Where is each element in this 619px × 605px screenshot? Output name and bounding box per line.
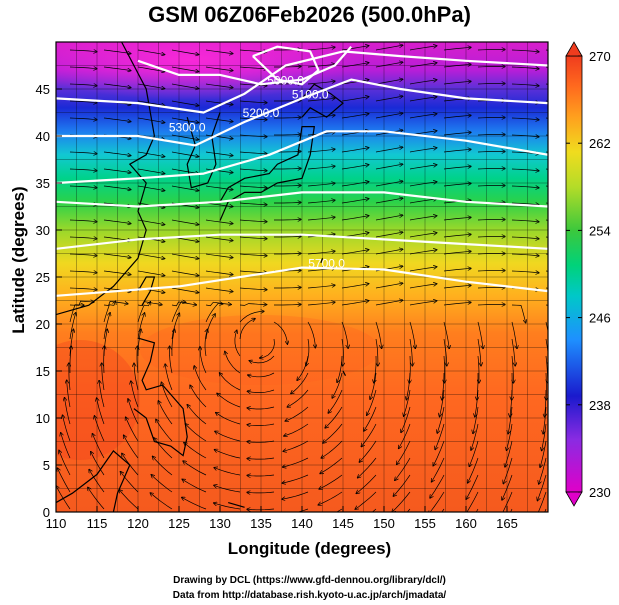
y-tick-label: 20 xyxy=(36,317,50,332)
coastline xyxy=(56,42,347,512)
contour-label: 5100.0 xyxy=(292,87,329,101)
colorbar-tick-label: 238 xyxy=(589,398,611,413)
colorbar-tick-label: 262 xyxy=(589,136,611,151)
y-tick-label: 10 xyxy=(36,411,50,426)
x-tick-label: 145 xyxy=(332,516,354,531)
x-axis-label: Longitude (degrees) xyxy=(227,539,392,558)
x-tick-label: 165 xyxy=(496,516,518,531)
y-tick-label: 0 xyxy=(43,505,50,520)
chart-title: GSM 06Z06Feb2026 (500.0hPa) xyxy=(148,2,471,27)
contour-label: 5200.0 xyxy=(243,106,280,120)
y-axis-ticks: 0 5 10 15 20 25 30 35 40 45 xyxy=(36,82,62,520)
contour-label: 5700.0 xyxy=(308,257,345,271)
x-tick-label: 120 xyxy=(127,516,149,531)
graticule xyxy=(56,42,548,512)
x-tick-label: 140 xyxy=(291,516,313,531)
y-tick-label: 30 xyxy=(36,223,50,238)
colorbar-tick-label: 230 xyxy=(589,485,611,500)
y-tick-label: 40 xyxy=(36,129,50,144)
colorbar: 230 238 246 254 262 270 xyxy=(565,41,611,507)
colorbar-tick-label: 246 xyxy=(589,311,611,326)
credit-data-source: Data from http://database.rish.kyoto-u.a… xyxy=(172,590,447,601)
x-tick-label: 155 xyxy=(414,516,436,531)
colorbar-min-triangle xyxy=(565,491,583,507)
y-tick-label: 15 xyxy=(36,364,50,379)
height-contours xyxy=(56,45,548,297)
contour-label: 5300.0 xyxy=(169,120,206,134)
x-tick-label: 160 xyxy=(455,516,477,531)
colorbar-max-triangle xyxy=(565,41,583,57)
colorbar-tick-label: 254 xyxy=(589,223,611,238)
colorbar-tick-label: 270 xyxy=(589,49,611,64)
x-axis-ticks: 110 115 120 125 130 135 140 145 150 155 160 165 xyxy=(46,506,518,531)
y-tick-label: 45 xyxy=(36,82,50,97)
temperature-field xyxy=(56,42,548,512)
x-tick-label: 110 xyxy=(46,516,67,531)
x-tick-label: 125 xyxy=(168,516,190,531)
y-tick-label: 35 xyxy=(36,176,50,191)
x-tick-label: 135 xyxy=(250,516,272,531)
y-axis-label: Latitude (degrees) xyxy=(9,186,28,334)
x-tick-label: 130 xyxy=(209,516,231,531)
credit-dcl: Drawing by DCL (https://www.gfd-dennou.o… xyxy=(173,575,446,586)
y-tick-label: 5 xyxy=(43,458,50,473)
contour-label: 5000.0 xyxy=(267,73,304,87)
x-tick-label: 115 xyxy=(87,516,108,531)
x-tick-label: 150 xyxy=(373,516,395,531)
y-tick-label: 25 xyxy=(36,270,50,285)
